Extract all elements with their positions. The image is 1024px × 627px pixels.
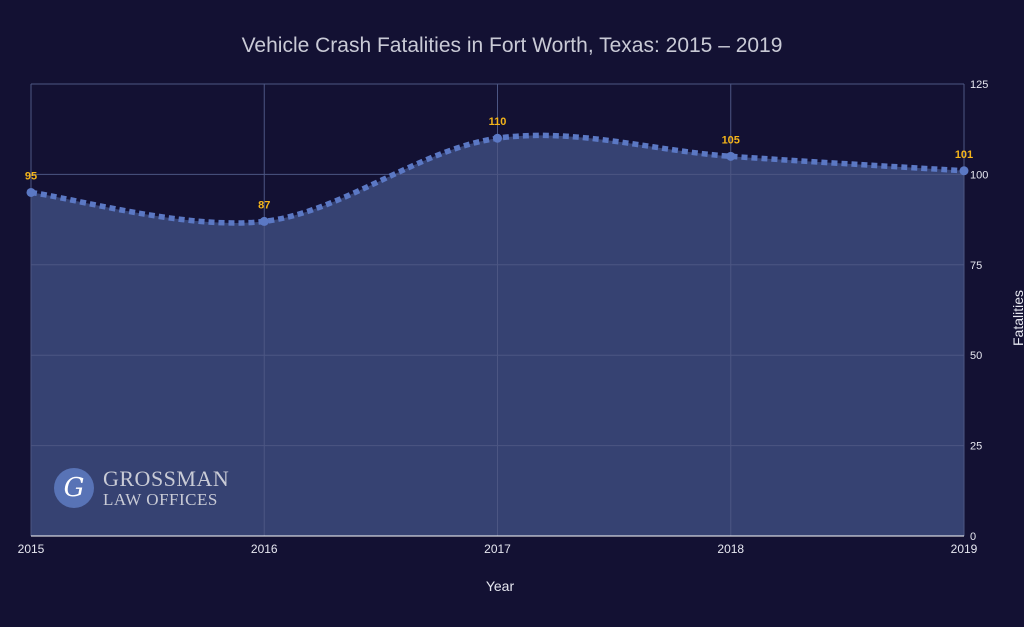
y-tick-label: 100 xyxy=(970,169,988,181)
data-label: 95 xyxy=(25,170,37,182)
x-tick-label: 2019 xyxy=(951,542,978,556)
x-tick-label: 2018 xyxy=(717,542,744,556)
data-point xyxy=(26,187,36,197)
data-label: 110 xyxy=(489,116,507,128)
data-label: 101 xyxy=(955,149,973,161)
y-tick-label: 25 xyxy=(970,441,982,453)
x-tick-label: 2017 xyxy=(484,542,511,556)
y-axis-label: Fatalities xyxy=(1010,289,1024,347)
y-tick-label: 50 xyxy=(970,350,982,362)
x-tick-label: 2015 xyxy=(18,542,45,556)
data-label: 87 xyxy=(258,199,270,211)
data-label: 105 xyxy=(722,134,740,146)
x-tick-label: 2016 xyxy=(251,542,278,556)
y-tick-label: 125 xyxy=(970,79,988,91)
y-tick-label: 75 xyxy=(970,260,982,272)
data-point xyxy=(493,133,502,143)
chart-title: Vehicle Crash Fatalities in Fort Worth, … xyxy=(241,34,783,57)
grossman-law-offices-logo: G GROSSMAN LAW OFFICES xyxy=(54,468,229,508)
data-point xyxy=(259,216,269,226)
x-axis-label: Year xyxy=(485,578,515,594)
y-tick-label: 0 xyxy=(970,531,976,543)
logo-text: GROSSMAN LAW OFFICES xyxy=(103,466,230,509)
data-point xyxy=(726,151,736,161)
logo-line-2: LAW OFFICES xyxy=(103,490,218,509)
logo-g-icon: G xyxy=(54,468,94,508)
logo-line-1: GROSSMAN xyxy=(103,466,230,491)
data-point xyxy=(959,166,969,176)
